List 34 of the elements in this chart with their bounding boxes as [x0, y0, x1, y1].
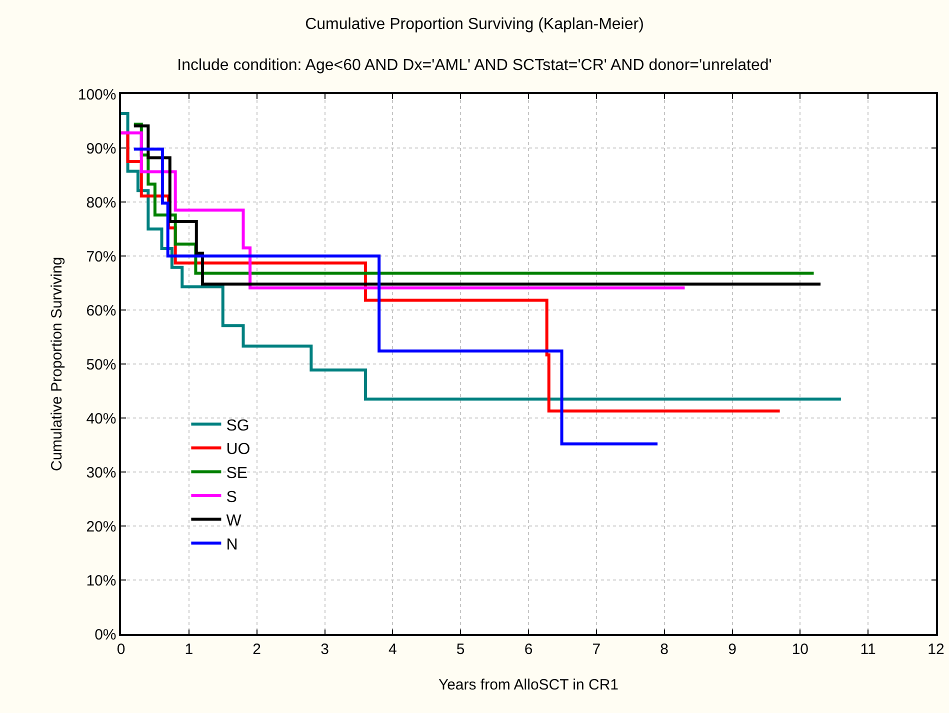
- x-tick-label: 4: [388, 640, 397, 658]
- y-tick-label: 50%: [86, 356, 116, 374]
- x-tick-label: 9: [728, 640, 736, 658]
- y-tick-label: 20%: [86, 518, 116, 536]
- y-tick-label: 90%: [86, 140, 116, 158]
- chart-subtitle: Include condition: Age<60 AND Dx='AML' AND SCTstat='CR' AND donor='unrelated': [177, 56, 772, 74]
- x-tick-label: 1: [184, 640, 194, 658]
- y-tick-label: 60%: [86, 302, 116, 320]
- y-tick-label: 30%: [86, 464, 116, 482]
- y-tick-label: 0%: [94, 626, 116, 644]
- legend-label: SG: [226, 417, 250, 434]
- legend-label: S: [226, 488, 237, 506]
- x-tick-label: 5: [456, 640, 465, 658]
- x-tick-label: 12: [928, 640, 944, 658]
- y-tick-label: 10%: [86, 572, 116, 590]
- y-axis-title: Cumulative Proportion Surviving: [48, 256, 66, 472]
- x-tick-label: 6: [524, 640, 533, 658]
- x-tick-label: 8: [660, 640, 668, 658]
- y-tick-label: 40%: [86, 410, 116, 428]
- legend-label: N: [226, 536, 238, 554]
- legend-label: W: [226, 512, 242, 530]
- x-tick-label: 0: [116, 640, 126, 658]
- x-tick-label: 10: [792, 640, 809, 658]
- chart-title: Cumulative Proportion Surviving (Kaplan-Meier): [305, 16, 644, 34]
- y-tick-label: 100%: [78, 86, 116, 104]
- x-tick-label: 2: [252, 640, 261, 658]
- y-tick-label: 80%: [86, 194, 116, 212]
- legend-label: UO: [226, 441, 250, 458]
- x-tick-label: 7: [592, 640, 601, 658]
- x-axis-title: Years from AlloSCT in CR1: [438, 676, 619, 694]
- legend-label: SE: [226, 464, 248, 482]
- x-tick-label: 3: [320, 640, 329, 658]
- x-tick-label: 11: [860, 640, 876, 658]
- y-tick-label: 70%: [86, 248, 116, 266]
